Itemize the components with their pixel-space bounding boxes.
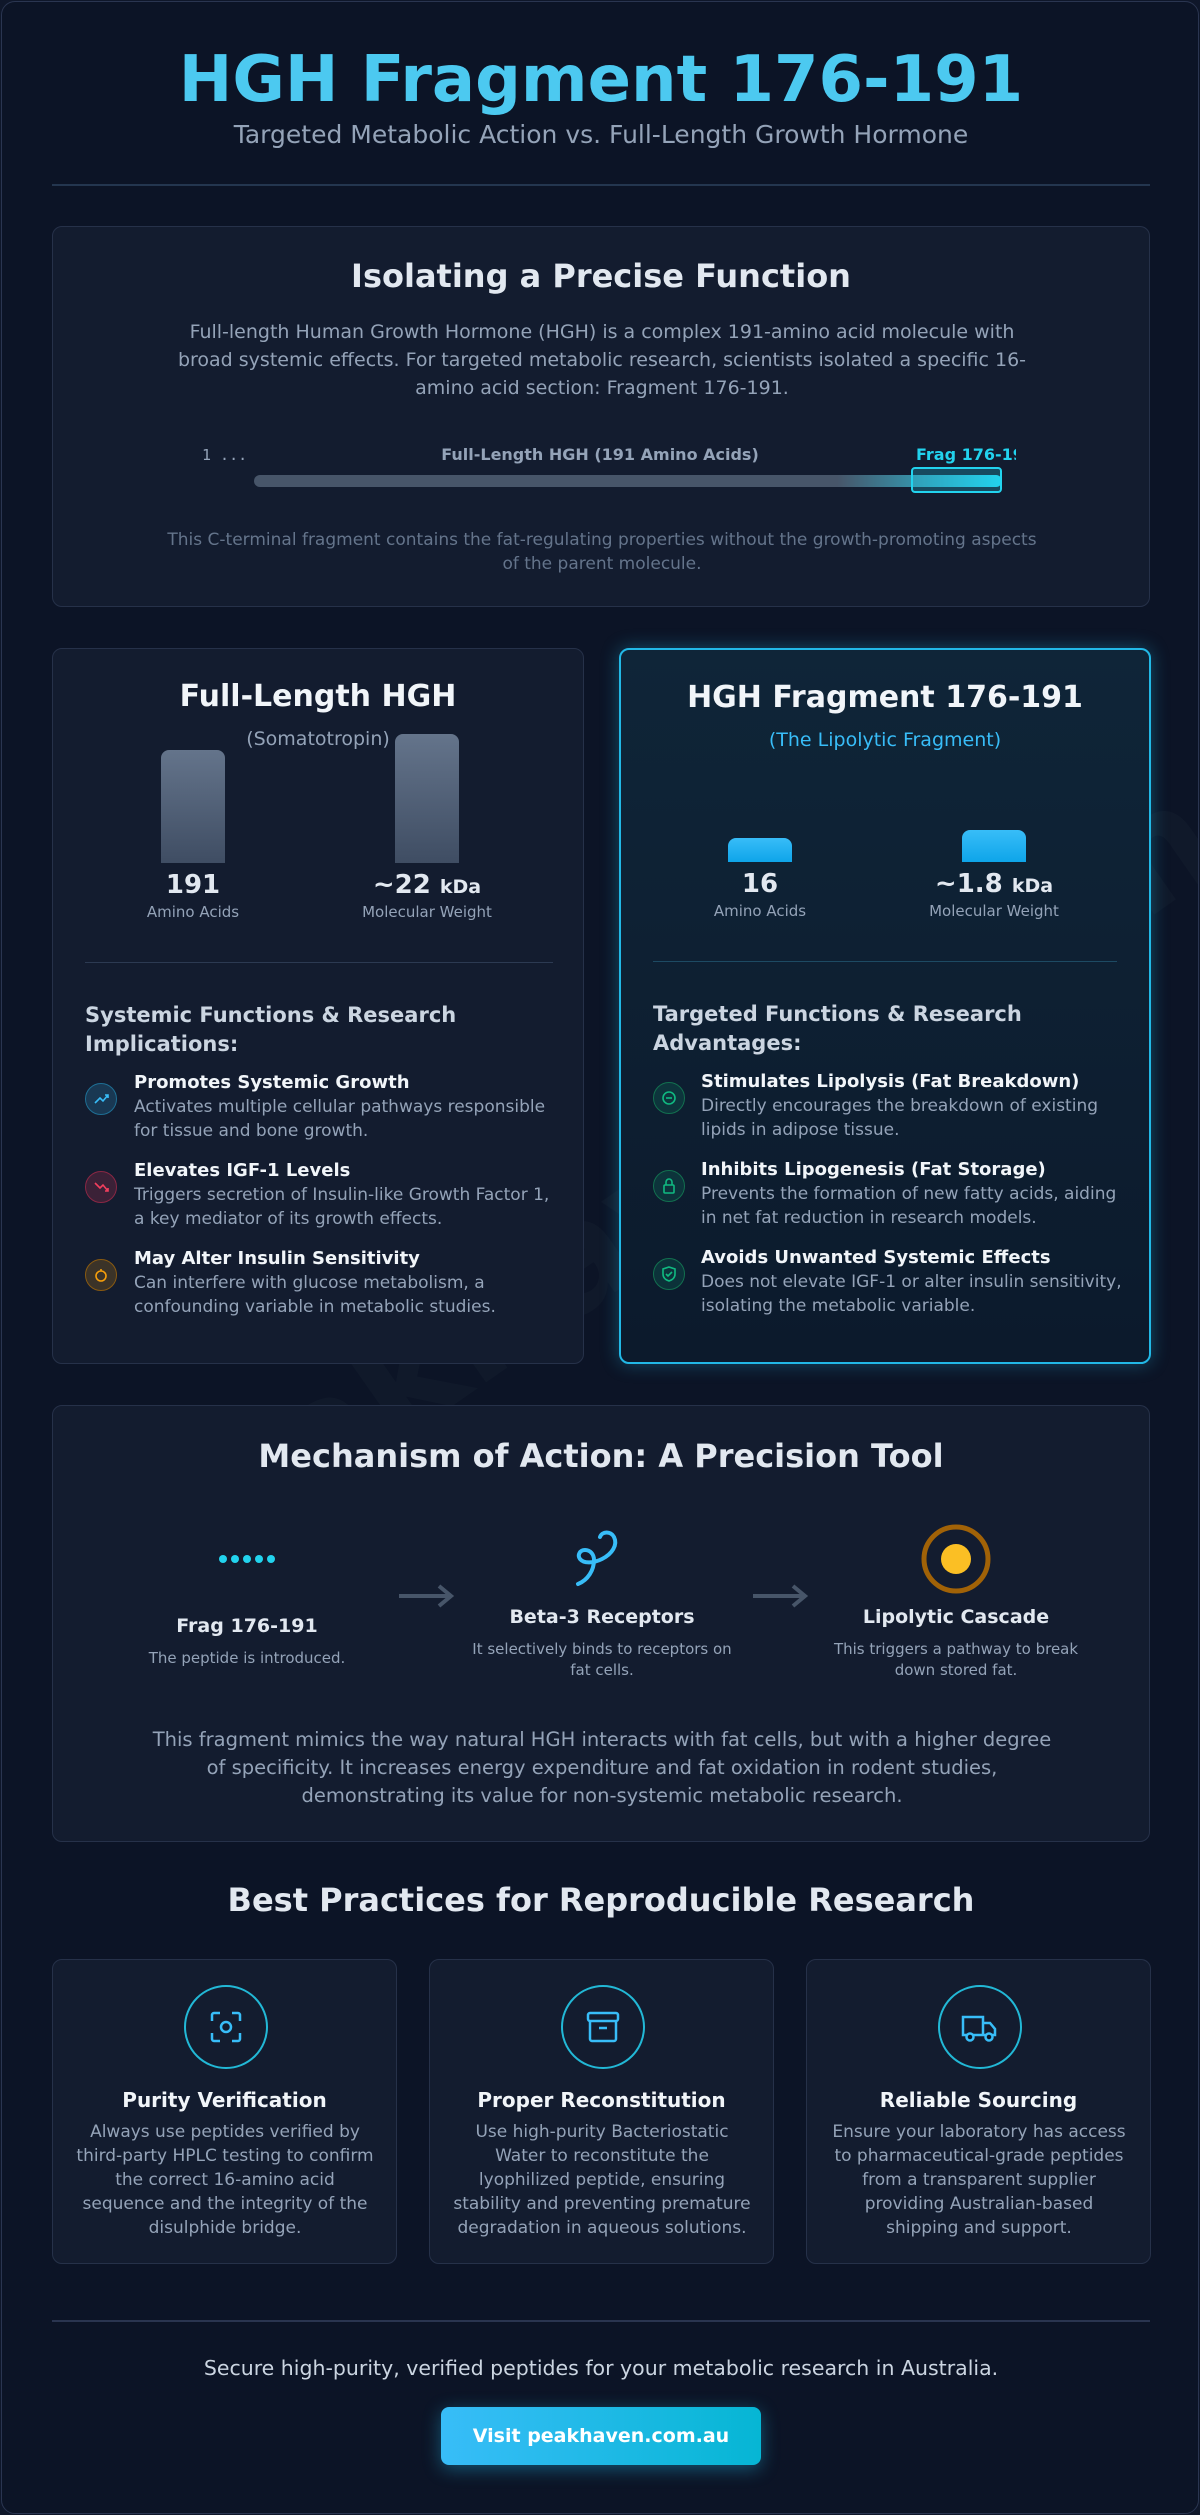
item-title: Stimulates Lipolysis (Fat Breakdown) xyxy=(701,1071,1080,1092)
stat-unit: kDa xyxy=(439,876,482,898)
item-description: Prevents the formation of new fatty acid… xyxy=(701,1184,1117,1228)
sequence-start: 1 ... xyxy=(202,446,248,464)
item-title: Avoids Unwanted Systemic Effects xyxy=(701,1247,1051,1268)
comparison-card: Full-Length HGH (Somatotropin) 191 ~22 k… xyxy=(52,648,584,1364)
item-title: Promotes Systemic Growth xyxy=(134,1072,410,1093)
item-title: Inhibits Lipogenesis (Fat Storage) xyxy=(701,1159,1046,1180)
practice-card: Reliable Sourcing Ensure your laboratory… xyxy=(806,1959,1151,2264)
card-subtitle: (The Lipolytic Fragment) xyxy=(768,729,1002,751)
practice-description: Ensure your laboratory has access to pha… xyxy=(832,2122,1126,2238)
stat-label: Amino Acids xyxy=(713,902,807,920)
item-description: Triggers secretion of Insulin-like Growt… xyxy=(134,1185,550,1229)
stat-value: 16 xyxy=(660,868,860,900)
practice-title: Reliable Sourcing xyxy=(879,2088,1078,2112)
intro-note: This C-terminal fragment contains the fa… xyxy=(167,530,1037,574)
divider xyxy=(52,2320,1150,2322)
fragment-label: Frag 176-191 xyxy=(916,445,1016,464)
item-description: Directly encourages the breakdown of exi… xyxy=(701,1096,1099,1140)
icon xyxy=(653,1170,685,1202)
mechanism-card: Mechanism of Action: A Precision Tool Fr… xyxy=(52,1405,1150,1842)
stat-value: ~1.8 kDa xyxy=(894,868,1094,902)
footer-text: Secure high-purity, verified peptides fo… xyxy=(203,2356,999,2380)
practices-heading: Best Practices for Reproducible Research xyxy=(227,1881,975,1919)
step-title: Lipolytic Cascade xyxy=(862,1606,1050,1628)
stat-label: Amino Acids xyxy=(146,903,240,921)
title: HGH Fragment 176-191 xyxy=(178,43,1024,117)
icon xyxy=(561,1985,645,2069)
step-description: This triggers a pathway to break down st… xyxy=(833,1640,1079,1679)
item-description: Does not elevate IGF-1 or alter insulin … xyxy=(701,1272,1122,1316)
stat-label: Molecular Weight xyxy=(929,902,1059,920)
stat-bar xyxy=(395,734,459,863)
intro-card: Isolating a Precise Function Full-length… xyxy=(52,226,1150,607)
stat-unit: kDa xyxy=(1011,875,1054,897)
cascade-icon xyxy=(921,1524,991,1594)
step-description: It selectively binds to receptors on fat… xyxy=(472,1640,732,1679)
card-title: Full-Length HGH xyxy=(179,679,457,714)
icon xyxy=(85,1259,117,1291)
stat-bar xyxy=(962,830,1026,862)
sequence-bar xyxy=(254,475,1002,487)
item-description: Can interfere with glucose metabolism, a… xyxy=(134,1273,496,1317)
icon xyxy=(184,1985,268,2069)
stat-value: 191 xyxy=(93,869,293,901)
practice-card: Purity Verification Always use peptides … xyxy=(52,1959,397,2264)
divider xyxy=(52,184,1150,186)
practice-card: Proper Reconstitution Use high-purity Ba… xyxy=(429,1959,774,2264)
intro-heading: Isolating a Precise Function xyxy=(351,257,851,295)
fragment-highlight xyxy=(911,467,1002,493)
stat-number: ~22 xyxy=(372,870,431,900)
step-description: The peptide is introduced. xyxy=(148,1649,346,1667)
intro-paragraph: Full-length Human Growth Hormone (HGH) i… xyxy=(177,321,1027,399)
stat-number: 191 xyxy=(165,870,221,900)
subtitle: Targeted Metabolic Action vs. Full-Lengt… xyxy=(233,120,969,149)
divider xyxy=(85,962,553,963)
stat-number: 16 xyxy=(741,869,779,899)
divider xyxy=(653,961,1117,962)
arrow xyxy=(753,1584,809,1608)
cta-button[interactable]: Visit peakhaven.com.au xyxy=(441,2407,761,2465)
practice-description: Always use peptides verified by third-pa… xyxy=(76,2122,374,2238)
item-description: Activates multiple cellular pathways res… xyxy=(134,1097,546,1141)
card-subtitle: (Somatotropin) xyxy=(246,728,390,750)
icon xyxy=(653,1258,685,1290)
arrow xyxy=(399,1584,455,1608)
practice-title: Proper Reconstitution xyxy=(477,2088,726,2112)
functions-heading: Targeted Functions & Research Advantages… xyxy=(653,1002,1022,1055)
comparison-card-highlight: HGH Fragment 176-191 (The Lipolytic Frag… xyxy=(619,648,1151,1364)
icon xyxy=(85,1171,117,1203)
icon xyxy=(938,1985,1022,2069)
stat-value: ~22 kDa xyxy=(327,869,527,903)
sequence-label: Full-Length HGH (191 Amino Acids) xyxy=(441,445,759,464)
stat-label: Molecular Weight xyxy=(362,903,492,921)
icon xyxy=(85,1083,117,1115)
item-title: May Alter Insulin Sensitivity xyxy=(134,1248,420,1269)
dots-icon xyxy=(219,1555,275,1563)
functions-heading: Systemic Functions & Research Implicatio… xyxy=(85,1003,457,1056)
mechanism-paragraph: This fragment mimics the way natural HGH… xyxy=(152,1728,1052,1807)
mechanism-heading: Mechanism of Action: A Precision Tool xyxy=(258,1437,944,1475)
stat-bar xyxy=(161,750,225,863)
practice-title: Purity Verification xyxy=(122,2088,327,2112)
step-title: Beta-3 Receptors xyxy=(509,1606,695,1628)
receptor-icon xyxy=(576,1530,618,1586)
stat-bar xyxy=(728,838,792,862)
practice-description: Use high-purity Bacteriostatic Water to … xyxy=(453,2122,751,2238)
card-title: HGH Fragment 176-191 xyxy=(687,680,1083,715)
step-title: Frag 176-191 xyxy=(176,1615,318,1637)
icon xyxy=(653,1082,685,1114)
item-title: Elevates IGF-1 Levels xyxy=(134,1160,351,1181)
stat-number: ~1.8 xyxy=(934,869,1003,899)
